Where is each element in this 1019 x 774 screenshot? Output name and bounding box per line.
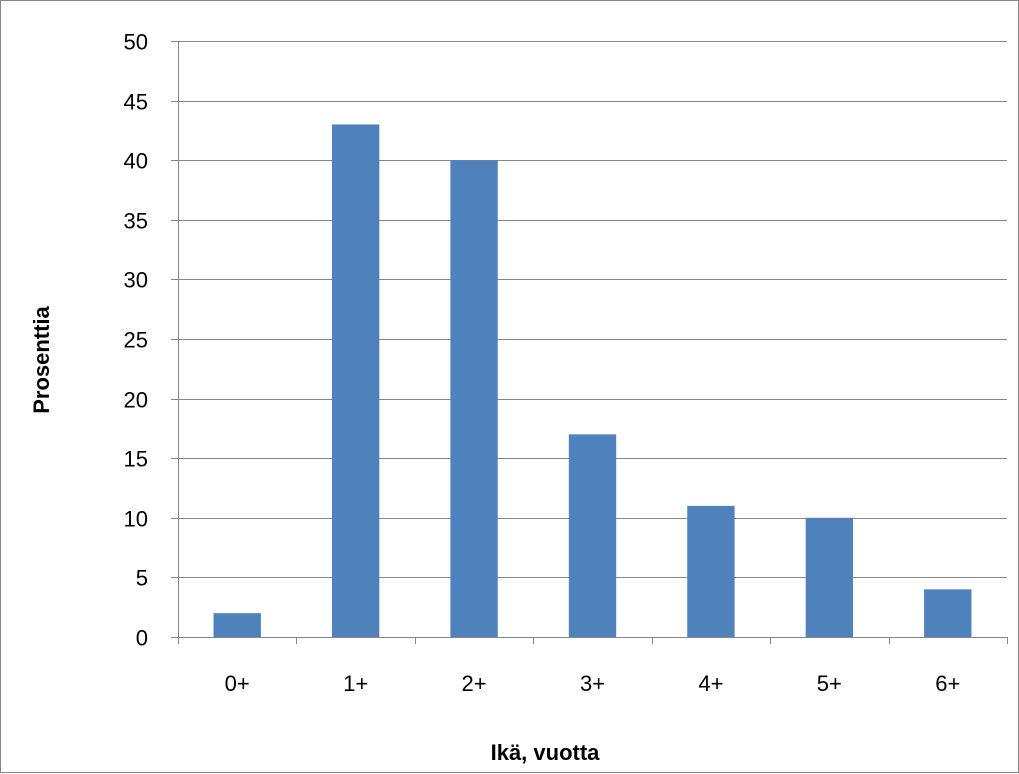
y-tick-label: 10 [124, 507, 148, 532]
x-axis-title: Ikä, vuotta [491, 740, 601, 765]
bars [213, 124, 972, 637]
y-tick-label: 45 [124, 90, 148, 115]
y-tick-label: 30 [124, 268, 148, 293]
x-tick-label: 1+ [343, 671, 368, 696]
y-tick-label: 35 [124, 209, 148, 234]
y-tick-label: 50 [124, 30, 148, 55]
y-tick-label: 5 [136, 566, 148, 591]
x-tick-label: 4+ [698, 671, 723, 696]
bar-6+ [924, 589, 972, 637]
y-tick-label: 25 [124, 328, 148, 353]
x-tick-label: 0+ [225, 671, 250, 696]
bar-3+ [568, 434, 617, 637]
x-tick-label: 6+ [935, 671, 960, 696]
x-tick-labels: 0+ 1+ 2+ 3+ 4+ 5+ 6+ [225, 671, 961, 696]
bar-2+ [450, 160, 498, 637]
bar-5+ [805, 517, 854, 637]
y-axis-title: Prosenttia [29, 305, 54, 413]
gridlines [178, 41, 1007, 578]
bar-1+ [331, 124, 380, 637]
x-tick-label: 3+ [580, 671, 605, 696]
y-tick-label: 0 [136, 626, 148, 651]
y-tick-label: 40 [124, 149, 148, 174]
axes [171, 41, 1008, 644]
y-tick-label: 20 [124, 388, 148, 413]
x-tick-label: 5+ [817, 671, 842, 696]
bar-4+ [687, 505, 735, 637]
y-tick-labels: 0 5 10 15 20 25 30 35 40 45 50 [124, 30, 148, 651]
y-tick-label: 15 [124, 447, 148, 472]
bar-0+ [213, 613, 261, 637]
x-tick-label: 2+ [462, 671, 487, 696]
